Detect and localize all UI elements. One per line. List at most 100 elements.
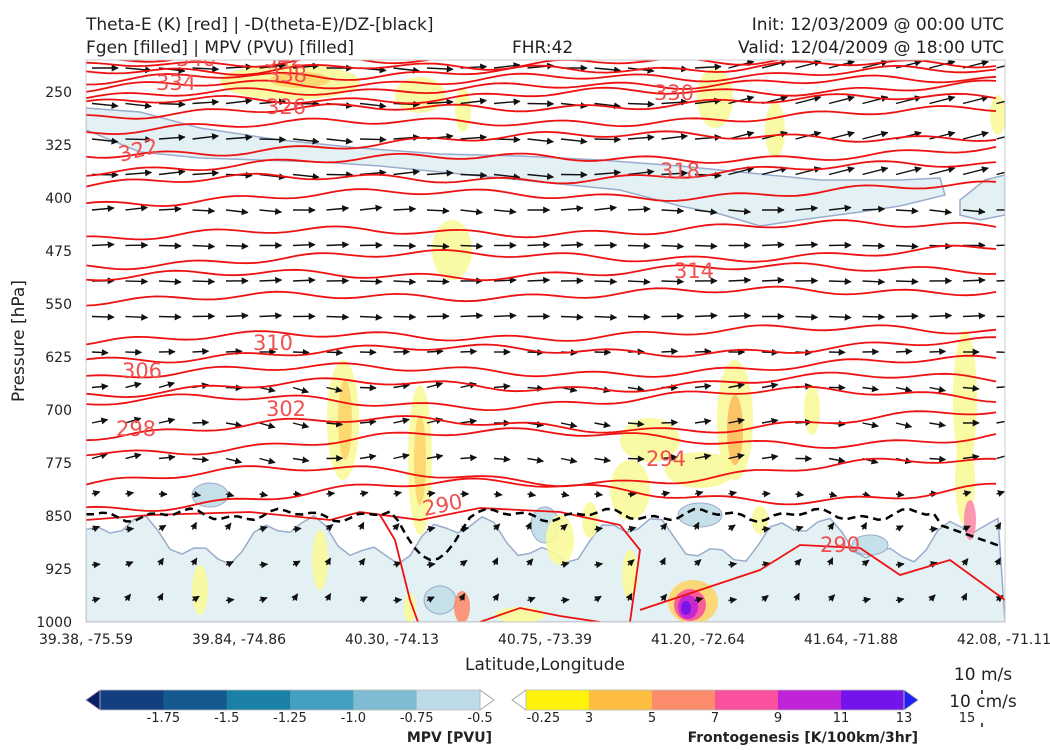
wind-vector (324, 557, 332, 566)
wind-vector (728, 452, 745, 460)
wind-vector (493, 276, 517, 284)
theta-e-contour-low (479, 607, 601, 622)
wind-vector (426, 242, 450, 250)
wind-vector (560, 561, 570, 568)
x-tick-label: 41.64, -71.88 (804, 632, 898, 648)
wind-vector (359, 453, 377, 461)
frontogenesis-blob (765, 102, 785, 158)
wind-vector (326, 205, 350, 213)
wind-vector (460, 312, 484, 320)
wind-vector (962, 166, 989, 176)
theta-e-contour (86, 60, 997, 86)
wind-vector (761, 166, 788, 176)
wind-vector (694, 490, 704, 497)
wind-vector (560, 421, 578, 429)
wind-vector (693, 559, 702, 567)
theta-e-contour-layer (86, 60, 1005, 622)
wind-vector (560, 490, 570, 498)
wind-vector (527, 384, 545, 392)
wind-vector (359, 136, 387, 144)
wind-vector (426, 65, 454, 73)
y-tick-label: 700 (45, 403, 72, 419)
wind-vector (860, 521, 868, 530)
wind-vector (426, 278, 450, 285)
wind-vector (661, 454, 679, 462)
wind-vector (560, 596, 570, 604)
wind-vector (91, 596, 101, 604)
wind-vector (929, 166, 956, 176)
wind-vector (895, 421, 913, 429)
wind-vector (458, 593, 466, 601)
wind-vector (627, 385, 645, 393)
wind-vector (91, 525, 101, 533)
wind-vector (192, 169, 220, 177)
wind-vector (125, 561, 134, 568)
wind-vector (326, 420, 344, 428)
wind-vector (728, 276, 752, 284)
wind-vector (694, 208, 718, 216)
wind-vector (292, 560, 301, 568)
wind-vector (962, 384, 980, 392)
wind-vector (661, 348, 679, 356)
theta-e-contour-low (379, 514, 419, 622)
wind-vector (694, 312, 718, 320)
wind-vector (929, 208, 952, 216)
x-tick-label: 41.20, -72.64 (651, 632, 745, 648)
wind-vector (727, 524, 736, 532)
x-axis-label: Latitude,Longitude (465, 655, 625, 675)
wind-vector (326, 241, 350, 249)
theta-e-contour (86, 64, 997, 93)
wind-vector (560, 205, 584, 212)
wind-vector (659, 557, 666, 566)
wind-vector (661, 419, 679, 427)
wind-vector (158, 313, 182, 321)
wind-vector (192, 278, 216, 285)
mpv-upper-band-right (959, 174, 1005, 221)
wind-vector (761, 382, 779, 390)
mpv-colorbar-label: MPV [PVU] (407, 730, 492, 746)
wind-vector (491, 557, 499, 566)
wind-vector (192, 242, 216, 250)
colorbar-tick-label: -1.75 (147, 711, 181, 726)
wind-vector (192, 595, 200, 603)
wind-vector (594, 595, 602, 603)
wind-vector (158, 168, 186, 176)
wind-vector (158, 417, 176, 425)
wind-vector (594, 313, 618, 321)
y-tick-label: 1000 (36, 615, 72, 631)
colorbar-tick-label: 11 (833, 711, 850, 726)
wind-vector (325, 524, 334, 532)
theta-e-contour-290b (639, 544, 1005, 611)
wind-vector (158, 134, 186, 142)
mpv-blob (677, 502, 723, 528)
wind-vector (594, 278, 618, 285)
wind-vector (761, 490, 771, 498)
colorbar-tick-label: -1.0 (341, 711, 366, 726)
wind-vector (828, 278, 852, 285)
colorbar-tick-label: 5 (648, 711, 656, 726)
wind-vector (158, 453, 176, 461)
wind-vector (694, 596, 704, 604)
wind-vector (326, 348, 344, 356)
colorbar-swatch (778, 690, 842, 710)
wind-vector (292, 386, 309, 394)
wind-vector (895, 596, 905, 604)
wind-key-horizontal: 10 m/s (954, 665, 1012, 685)
wind-vector (393, 66, 420, 74)
wind-vector (761, 525, 771, 533)
wind-vector (728, 166, 755, 176)
wind-vector (157, 557, 164, 566)
wind-vector (895, 60, 922, 69)
theta-e-contour-label: 330 (654, 81, 694, 105)
wind-vector (627, 525, 637, 533)
wind-vector (560, 241, 584, 249)
theta-e-contour (86, 74, 997, 100)
wind-vector (225, 208, 249, 216)
theta-e-contour (86, 60, 996, 76)
wind-vector (225, 348, 243, 356)
wind-vector (694, 382, 712, 390)
colorbar-tick-label: -0.75 (400, 711, 434, 726)
wind-vector (259, 276, 283, 284)
theta-e-contour-label: 306 (122, 359, 162, 383)
wind-vector (225, 312, 249, 320)
